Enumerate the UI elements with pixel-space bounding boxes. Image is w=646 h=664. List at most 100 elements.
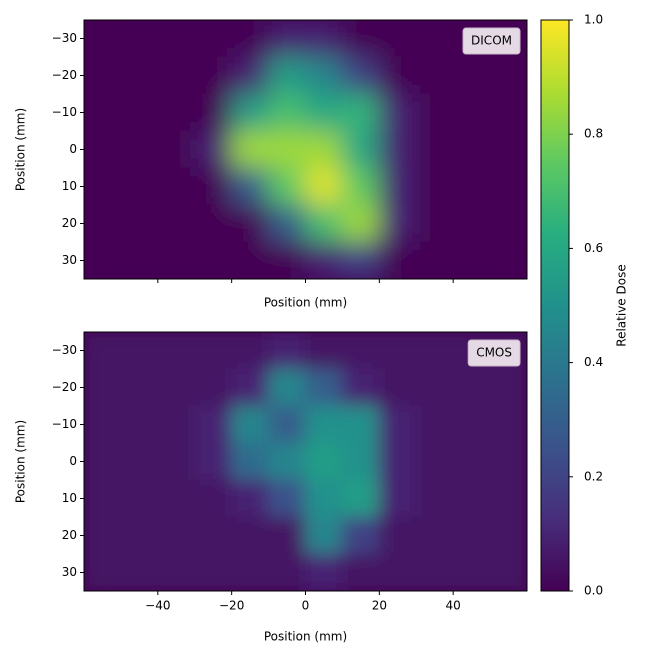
heat-cell	[378, 332, 417, 370]
heat-cell	[194, 167, 233, 206]
panel-label: DICOM	[471, 34, 512, 48]
heat-cell	[489, 204, 527, 243]
heat-cell	[194, 56, 233, 95]
heat-cell	[378, 553, 417, 591]
heat-cell	[415, 204, 454, 243]
heat-cell	[268, 368, 306, 407]
heat-cell	[341, 332, 380, 370]
heat-cell	[378, 20, 417, 58]
heat-cell	[120, 56, 159, 95]
colorbar-tick-label: 0.8	[584, 127, 603, 141]
heat-cell	[231, 167, 270, 206]
heat-cell	[157, 405, 196, 444]
colorbar-tick-label: 0.4	[584, 355, 603, 369]
heat-cell	[305, 241, 343, 279]
heat-cell	[157, 553, 196, 591]
heat-cell	[489, 241, 527, 279]
heat-cell	[341, 516, 380, 555]
heat-cell	[120, 442, 159, 481]
heat-cell	[415, 405, 454, 444]
heatmap	[84, 20, 527, 279]
heat-cell	[268, 405, 306, 444]
heat-cell	[489, 93, 527, 132]
heat-cell	[120, 332, 159, 370]
heat-cell	[415, 241, 454, 279]
heat-cell	[452, 130, 491, 169]
heat-cell	[120, 204, 159, 243]
heat-cell	[489, 442, 527, 481]
heat-cell	[305, 130, 343, 169]
heat-cell	[120, 93, 159, 132]
heat-cell	[489, 167, 527, 206]
y-tick-label: 20	[62, 528, 77, 542]
heat-cell	[84, 442, 122, 481]
heat-cell	[194, 20, 233, 58]
heat-cell	[415, 20, 454, 58]
heat-cell	[305, 368, 343, 407]
heat-cell	[489, 368, 527, 407]
heat-cell	[231, 20, 270, 58]
heat-cell	[415, 93, 454, 132]
heat-cell	[231, 241, 270, 279]
heat-cell	[84, 130, 122, 169]
heat-cell	[194, 241, 233, 279]
heat-cell	[452, 553, 491, 591]
heat-cell	[231, 442, 270, 481]
heat-cell	[268, 442, 306, 481]
heat-cell	[489, 405, 527, 444]
heat-cell	[231, 93, 270, 132]
heat-cell	[157, 93, 196, 132]
heat-cell	[84, 405, 122, 444]
heat-cell	[120, 20, 159, 58]
heat-cell	[489, 56, 527, 95]
heat-cell	[305, 442, 343, 481]
y-tick-label: 0	[69, 142, 77, 156]
heat-cell	[194, 442, 233, 481]
heat-cell	[268, 516, 306, 555]
heat-cell	[157, 130, 196, 169]
heat-cell	[231, 204, 270, 243]
heat-cell	[489, 479, 527, 518]
heat-cell	[268, 93, 306, 132]
heat-cell	[231, 405, 270, 444]
heat-cell	[84, 332, 122, 370]
heat-cell	[194, 479, 233, 518]
heat-cell	[84, 56, 122, 95]
plot-area	[84, 332, 527, 591]
heat-cell	[452, 93, 491, 132]
heat-cell	[194, 130, 233, 169]
heat-cell	[378, 93, 417, 132]
heat-cell	[415, 516, 454, 555]
heat-cell	[452, 442, 491, 481]
heat-cell	[489, 130, 527, 169]
heat-cell	[157, 332, 196, 370]
heat-cell	[305, 204, 343, 243]
y-tick-label: 10	[62, 179, 77, 193]
heat-cell	[268, 479, 306, 518]
heat-cell	[305, 479, 343, 518]
heat-cell	[415, 368, 454, 407]
colorbar-tick-label: 0.0	[584, 584, 603, 598]
x-axis-label: Position (mm)	[264, 630, 347, 644]
heat-cell	[157, 479, 196, 518]
heat-cell	[84, 241, 122, 279]
heat-cell	[157, 241, 196, 279]
heat-cell	[231, 553, 270, 591]
heat-cell	[415, 56, 454, 95]
heat-cell	[341, 479, 380, 518]
heat-cell	[341, 204, 380, 243]
heat-cell	[415, 479, 454, 518]
heat-cell	[452, 167, 491, 206]
colorbar-tick-label: 0.6	[584, 241, 603, 255]
heat-cell	[84, 368, 122, 407]
y-tick-label: −30	[52, 343, 77, 357]
y-tick-label: 30	[62, 565, 77, 579]
heat-cell	[341, 93, 380, 132]
x-tick-label: 20	[372, 599, 387, 613]
heat-cell	[341, 130, 380, 169]
heat-cell	[305, 167, 343, 206]
heat-cell	[268, 204, 306, 243]
colorbar	[540, 19, 570, 592]
heat-cell	[341, 368, 380, 407]
heat-cell	[268, 130, 306, 169]
